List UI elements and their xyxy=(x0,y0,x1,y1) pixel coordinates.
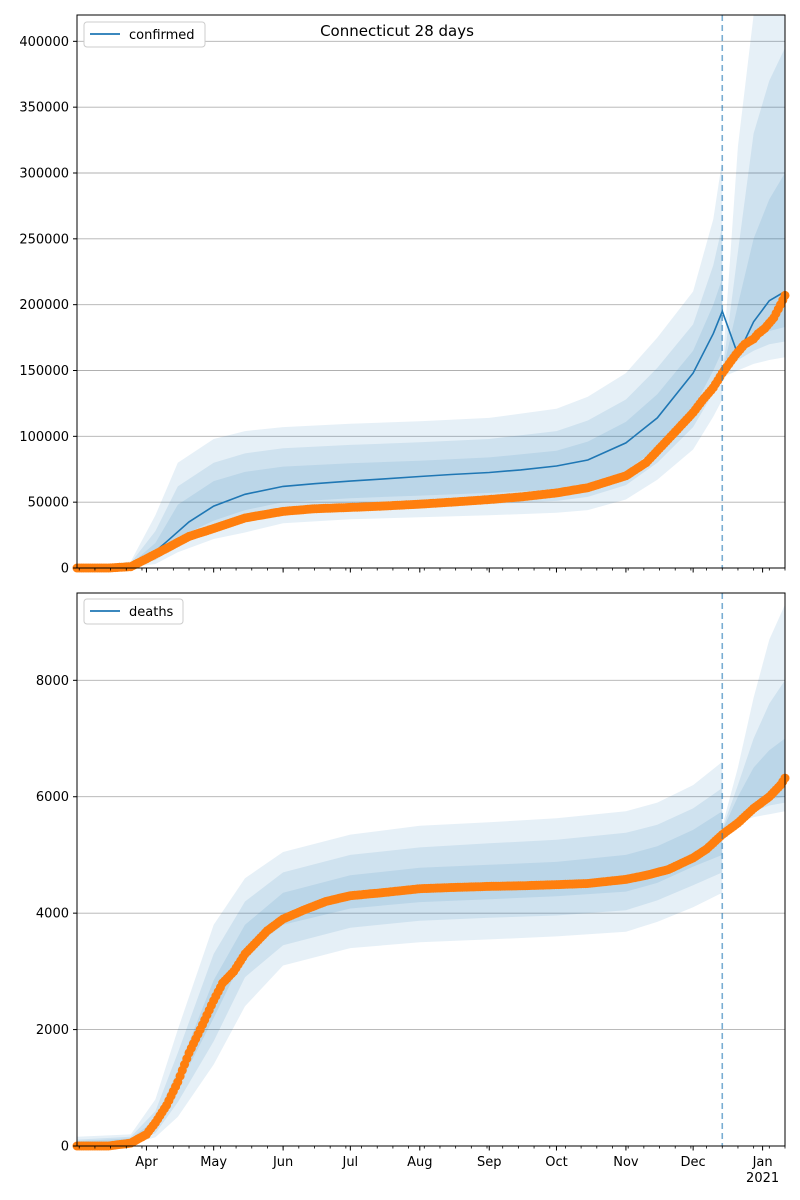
y-tick-label: 6000 xyxy=(36,790,69,805)
x-year-label: 2021 xyxy=(746,1171,779,1186)
y-tick-label: 0 xyxy=(61,562,69,577)
legend-box xyxy=(83,598,184,625)
y-tick-label: 50000 xyxy=(28,496,69,511)
x-tick-label: May xyxy=(200,1155,227,1170)
deaths-uncertainty-band xyxy=(77,788,723,1146)
deaths-uncertainty-band xyxy=(77,761,723,1146)
deaths-plot-frame xyxy=(76,592,786,1147)
y-tick-label: 250000 xyxy=(19,232,69,247)
confirmed-uncertainty-band xyxy=(722,15,785,378)
deaths-panel: 0 2000 4000 6000 8000 Apr May Jun Jul Aug Sep Oct N… xyxy=(36,592,790,1186)
chart-title: Connecticut 28 days xyxy=(320,22,474,40)
y-tick-label: 200000 xyxy=(19,298,69,313)
x-tick-label: Sep xyxy=(477,1155,502,1170)
y-tick-label: 400000 xyxy=(19,35,69,50)
x-tick-label: Nov xyxy=(613,1155,639,1170)
legend-label-confirmed: confirmed xyxy=(129,28,195,43)
confirmed-plot-frame xyxy=(76,14,786,569)
deaths-legend: deaths xyxy=(83,598,184,625)
x-tick-label: Oct xyxy=(545,1155,567,1170)
y-tick-label: 300000 xyxy=(19,167,69,182)
deaths-uncertainty-band xyxy=(77,811,723,1146)
confirmed-panel: 0 50000 100000 150000 200000 250000 300000 3500… xyxy=(19,14,790,577)
y-tick-label: 350000 xyxy=(19,101,69,116)
confirmed-legend: confirmed xyxy=(83,21,206,48)
legend-box xyxy=(83,21,206,48)
y-tick-label: 4000 xyxy=(36,907,69,922)
confirmed-model-line xyxy=(76,290,786,569)
x-tick-label: Aug xyxy=(407,1155,432,1170)
deaths-uncertainty-band xyxy=(722,738,785,833)
x-tick-label: Jan xyxy=(752,1155,773,1170)
confirmed-uncertainty-band xyxy=(722,47,785,375)
y-tick-label: 8000 xyxy=(36,674,69,689)
x-tick-label: Jun xyxy=(272,1155,293,1170)
y-tick-label: 150000 xyxy=(19,364,69,379)
confirmed-uncertainty-band xyxy=(77,278,723,568)
y-tick-label: 0 xyxy=(61,1140,69,1155)
legend-label-deaths: deaths xyxy=(129,605,174,620)
x-tick-label: Dec xyxy=(681,1155,706,1170)
deaths-uncertainty-band xyxy=(722,604,785,838)
confirmed-uncertainty-band xyxy=(77,225,723,568)
x-tick-label: Apr xyxy=(135,1155,158,1170)
y-tick-label: 100000 xyxy=(19,430,69,445)
y-tick-label: 2000 xyxy=(36,1023,69,1038)
x-tick-label: Jul xyxy=(341,1155,358,1170)
